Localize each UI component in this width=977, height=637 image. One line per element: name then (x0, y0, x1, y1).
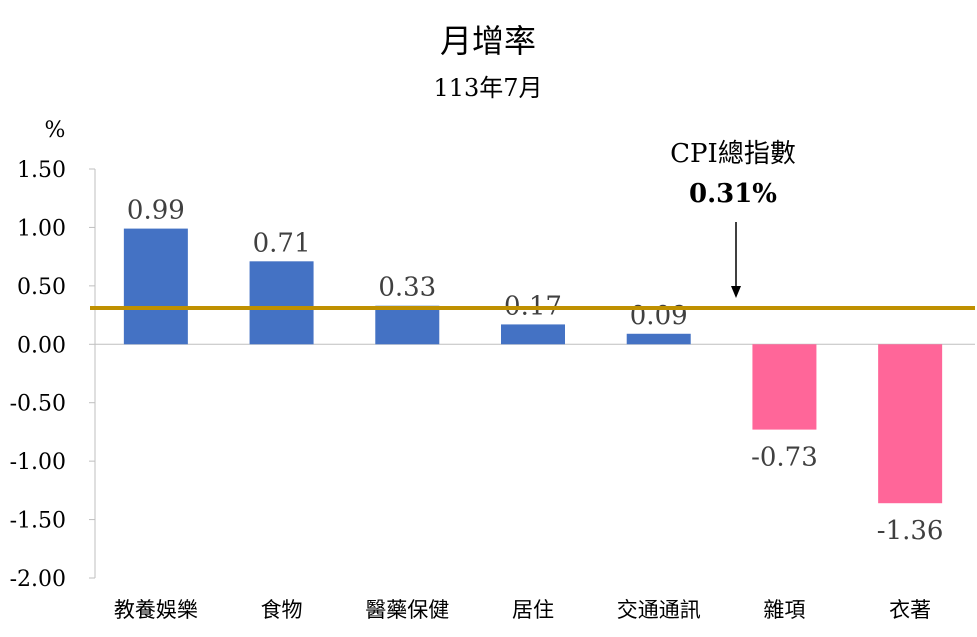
y-tick-label: -1.50 (10, 509, 66, 534)
data-labels: 0.990.710.330.17 0.09-0.73-1.36 (127, 196, 944, 547)
cpi-annotation-arrow-head (731, 286, 741, 298)
bar-7 (878, 344, 943, 504)
data-label-1: 0.99 (127, 196, 185, 226)
category-label-6: 雜項 (763, 598, 805, 622)
y-tick-label: 1.00 (17, 216, 66, 241)
category-label-1: 教養娛樂 (114, 598, 198, 622)
data-label-3: 0.33 (378, 273, 436, 303)
bar-6 (752, 344, 817, 430)
bar-4 (501, 324, 565, 345)
bar-1 (123, 228, 188, 345)
y-tick-label: -0.50 (10, 392, 66, 417)
y-tick-label: 0.50 (17, 275, 66, 300)
y-axis-ticks: 1.50 1.00 0.50 0.00 -0.50 -1.00 -1.50 -2.00 (10, 158, 95, 592)
data-label-7: -1.36 (877, 516, 944, 546)
chart-subtitle: 113年7月 (433, 74, 542, 102)
y-tick-label: 1.50 (17, 158, 66, 183)
category-label-2: 食物 (261, 598, 303, 622)
bar-3 (375, 305, 440, 345)
category-label-3: 醫藥保健 (365, 598, 449, 622)
cpi-annotation-value: 0.31% (689, 179, 777, 209)
cpi-annotation-label: CPI總指數 (670, 139, 796, 169)
chart-title: 月增率 (440, 22, 536, 60)
y-axis-unit: % (45, 118, 66, 143)
category-labels: 教養娛樂 食物 醫藥保健 居住 交通通訊 雜項 衣著 (114, 598, 931, 622)
bars (123, 228, 943, 504)
category-label-7: 衣著 (889, 598, 931, 622)
data-label-6: -0.73 (751, 443, 818, 473)
category-label-5: 交通通訊 (617, 598, 701, 622)
y-tick-label: -2.00 (10, 567, 66, 592)
y-tick-label: -1.00 (10, 450, 66, 475)
data-label-2: 0.71 (253, 228, 311, 258)
bar-5 (626, 333, 691, 345)
bar-2 (249, 261, 314, 345)
data-label-5: 0.09 (630, 301, 688, 331)
category-label-4: 居住 (512, 598, 554, 622)
y-tick-label: 0.00 (17, 333, 66, 358)
